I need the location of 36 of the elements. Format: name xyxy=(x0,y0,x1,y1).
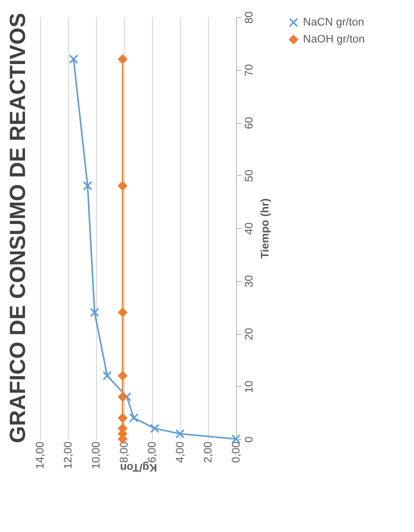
point xyxy=(122,392,132,402)
legend-label: NaOH gr/ton xyxy=(303,34,365,46)
point xyxy=(150,424,160,434)
y-tick-label: 80 xyxy=(244,11,256,24)
point xyxy=(118,54,128,64)
y-tick-label: 30 xyxy=(244,275,256,288)
point xyxy=(90,308,100,318)
point xyxy=(175,429,185,438)
y-tick-label: 40 xyxy=(244,222,256,235)
point xyxy=(82,181,92,190)
y-tick-label: 20 xyxy=(244,328,256,340)
x-tick-label: 10,00 xyxy=(90,442,102,470)
point xyxy=(118,392,128,402)
point xyxy=(129,413,138,423)
y-tick-label: 50 xyxy=(244,170,256,182)
legend-label: NaCN gr/ton xyxy=(303,16,364,28)
point xyxy=(118,371,128,380)
x-tick-label: 12,00 xyxy=(62,442,74,470)
point xyxy=(118,181,128,190)
x-tick-label: 8,00 xyxy=(118,442,130,463)
y-axis-title: Tiempo (hr) xyxy=(260,198,272,259)
y-tick-label: 0 xyxy=(244,436,256,443)
x-tick-label: 4,00 xyxy=(174,442,186,463)
x-tick-label: 14,00 xyxy=(34,442,46,470)
y-tick-label: 70 xyxy=(244,64,256,76)
y-tick-label: 60 xyxy=(244,116,256,130)
point xyxy=(102,371,112,380)
text: GRAFICO DE CONSUMO DE REACTIVOS xyxy=(5,12,30,444)
y-tick-label: 10 xyxy=(244,380,256,393)
x-tick-label: 0,00 xyxy=(230,442,242,463)
x-tick-label: 2,00 xyxy=(202,442,214,463)
x-tick-label: 6,00 xyxy=(146,442,158,463)
point xyxy=(118,308,128,318)
point xyxy=(68,54,78,64)
point xyxy=(118,413,128,423)
x-axis-title: Kg/Ton xyxy=(120,461,158,474)
